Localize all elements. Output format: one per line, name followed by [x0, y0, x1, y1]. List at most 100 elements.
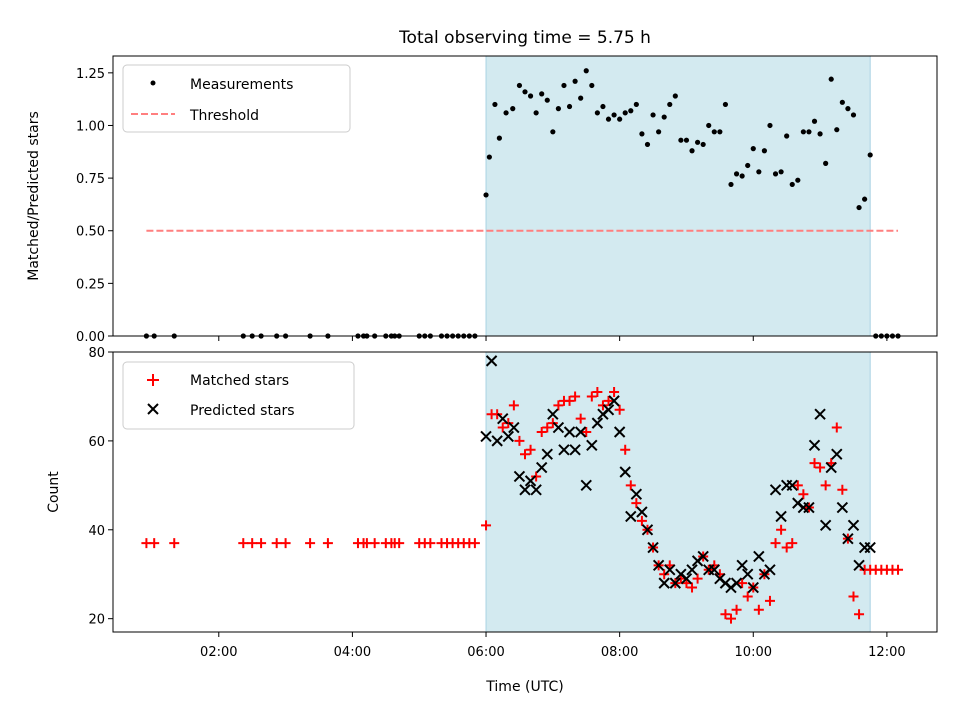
matched-star-point [369, 538, 380, 549]
matched-star-point [592, 387, 603, 397]
measurement-point [578, 95, 584, 101]
matched-star-point [737, 578, 748, 589]
predicted-star-point [613, 426, 626, 438]
measurement-point [656, 129, 662, 135]
matched-star-point [238, 538, 249, 549]
counts-y-axis-label: Count [46, 471, 62, 513]
measurement-point [795, 177, 801, 183]
predicted-star-point [669, 577, 682, 589]
predicted-star-point [658, 577, 670, 589]
matched-star-point [787, 538, 798, 549]
measurement-point [486, 154, 492, 160]
ratio-y-axis-label: Matched/Predicted stars [26, 111, 42, 281]
x-tick-label: 12:00 [868, 645, 905, 660]
predicted-star-point [569, 444, 581, 456]
measurement-point [856, 204, 862, 211]
measurement-point [600, 103, 606, 110]
y-tick-label: 0.00 [76, 330, 105, 345]
predicted-star-point [608, 395, 620, 407]
matched-stars-legend-marker [147, 374, 159, 386]
matched-star-point [837, 484, 848, 495]
measurement-point [823, 160, 829, 166]
measurement-point [778, 169, 784, 175]
matched-star-point [631, 498, 642, 509]
matched-star-point [687, 582, 698, 593]
counts-axis-ticks: 20 40 60 80 02:00 04:00 06:00 08:00 10:00 12:00 [88, 346, 905, 660]
predicted-star-point [508, 421, 520, 434]
x-axis-label: Time (UTC) [485, 679, 563, 695]
predicted-star-point [491, 435, 503, 447]
measurement-point [492, 101, 498, 108]
predicted-star-point [819, 519, 832, 532]
observing-window-span [485, 351, 871, 633]
matched-star-point [731, 604, 742, 615]
measurements-legend-marker [150, 80, 156, 86]
measurement-point [862, 196, 868, 202]
matched-star-point [776, 524, 787, 535]
matched-star-point [247, 538, 258, 549]
measurement-point [678, 137, 684, 143]
measurement-point [761, 148, 768, 154]
predicted-star-point [836, 501, 849, 514]
ratio-marks [143, 68, 901, 339]
measurement-point [544, 97, 550, 103]
predicted-star-point [753, 550, 765, 563]
measurement-point [672, 93, 678, 99]
ratio-panel: 0.00 0.25 0.50 0.75 1.00 1.25 Matched/Predict… [26, 55, 938, 345]
measurement-point [611, 112, 617, 118]
matched-star-point [492, 409, 503, 420]
predicted-star-point [831, 448, 843, 460]
predicted-star-point [652, 559, 665, 572]
predicted-star-point [591, 417, 604, 429]
x-tick-label: 06:00 [467, 645, 504, 660]
predicted-star-point [803, 501, 815, 514]
ratio-legend-box [122, 64, 351, 133]
threshold-legend-label: Threshold [189, 108, 259, 124]
measurement-point [650, 112, 656, 118]
matched-star-point [720, 609, 731, 620]
measurement-point [756, 169, 762, 175]
measurement-point [503, 110, 509, 116]
measurement-point [516, 82, 523, 89]
predicted-star-point [480, 430, 492, 443]
matched-star-point [603, 395, 614, 406]
predicted-star-point [741, 568, 754, 580]
matched-star-point [520, 449, 530, 460]
predicted-star-point [808, 439, 821, 452]
predicted-star-point [747, 581, 759, 594]
matched-star-point [831, 422, 842, 433]
predicted-stars-legend-label: Predicted stars [190, 403, 295, 419]
matched-star-point [525, 444, 536, 455]
measurement-point [483, 192, 489, 198]
measurement-point [689, 148, 695, 154]
matched-star-point [742, 591, 753, 602]
predicted-star-point [664, 564, 676, 576]
matched-star-point [149, 538, 160, 549]
counts-panel: 20 40 60 80 02:00 04:00 06:00 08:00 10:00 12:00 C… [46, 346, 938, 695]
measurement-point [644, 141, 651, 148]
matched-star-point [503, 418, 514, 429]
measurement-point [739, 173, 745, 179]
y-tick-label: 1.00 [76, 119, 105, 134]
predicted-star-point [697, 550, 709, 563]
matched-star-point [625, 480, 636, 491]
measurement-point [834, 127, 840, 133]
matched-star-point [614, 404, 625, 415]
predicted-star-point [625, 510, 637, 523]
measurement-point [566, 103, 573, 110]
predicted-star-point [647, 541, 659, 554]
measurement-point [572, 78, 578, 84]
predicted-star-point [641, 524, 654, 536]
matched-star-point [798, 489, 809, 500]
x-tick-label: 08:00 [601, 645, 638, 660]
matched-star-point [620, 444, 631, 455]
matched-star-point [726, 613, 736, 624]
predicted-star-point [535, 461, 548, 474]
predicted-stars-legend-marker [147, 403, 159, 415]
y-tick-label: 20 [88, 613, 105, 628]
y-tick-label: 1.25 [76, 67, 105, 82]
matched-star-point [659, 569, 670, 580]
measurement-point [733, 171, 740, 177]
matched-star-point [514, 435, 525, 446]
measurement-point [683, 137, 690, 143]
